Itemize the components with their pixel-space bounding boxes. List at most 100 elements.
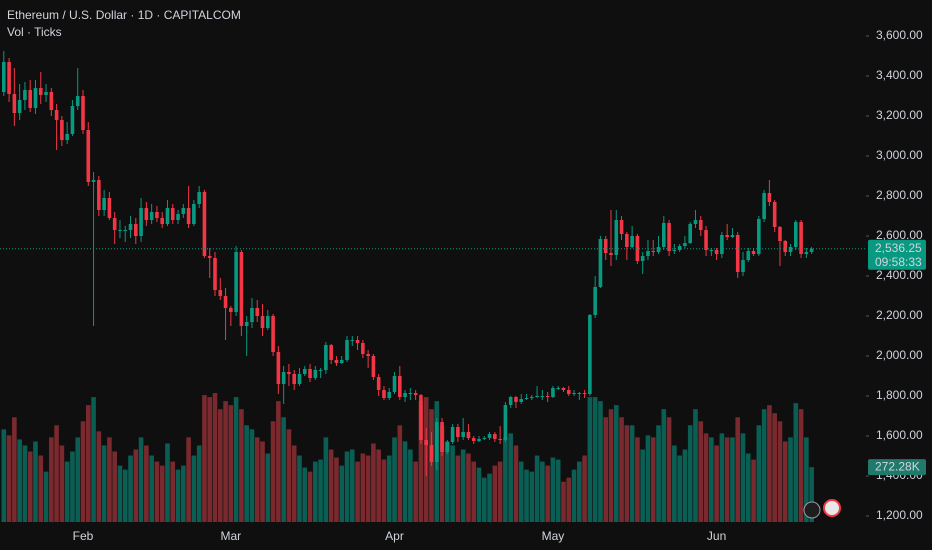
volume-bar xyxy=(149,455,154,522)
candle-body xyxy=(28,90,32,108)
y-tick-label: 1,600.00 xyxy=(876,428,923,442)
chart-title: Ethereum / U.S. Dollar · 1D · CAPITALCOM xyxy=(7,8,241,22)
candle-body xyxy=(302,369,307,374)
candle-body xyxy=(239,252,244,326)
volume-bar xyxy=(513,445,519,522)
last-volume-label: 272.28K xyxy=(875,459,920,473)
y-tick-label: 3,200.00 xyxy=(876,108,923,122)
volume-bar xyxy=(767,405,772,522)
volume-bar xyxy=(566,477,572,522)
candle-body xyxy=(545,396,550,397)
icon-circle xyxy=(803,501,821,519)
candle-body xyxy=(165,208,170,224)
candle-body xyxy=(266,316,270,328)
volume-bar xyxy=(629,425,635,522)
candle-body xyxy=(334,360,339,363)
candle-body xyxy=(170,208,175,220)
volume-bar xyxy=(276,401,281,522)
flag-icon[interactable] xyxy=(823,499,841,517)
volume-bar xyxy=(191,455,197,522)
volume-bar xyxy=(397,425,403,522)
volume-bar xyxy=(170,461,176,522)
volume-bar xyxy=(6,435,12,522)
candle-body xyxy=(566,390,571,394)
volume-bar xyxy=(650,437,656,522)
volume-bar xyxy=(122,469,128,522)
volume-bar xyxy=(207,397,213,522)
volume-bar xyxy=(418,401,424,522)
volume-bar xyxy=(540,461,545,522)
volume-bar xyxy=(735,417,741,522)
volume-bar xyxy=(466,453,471,522)
y-tick-label: 2,800.00 xyxy=(876,188,923,202)
candle-body xyxy=(260,316,265,328)
candle-body xyxy=(535,396,539,397)
candle-body xyxy=(355,340,360,343)
volume-bar xyxy=(91,397,96,522)
volume-bar xyxy=(323,437,329,522)
volume-bar xyxy=(592,397,598,522)
candle-body xyxy=(498,439,502,440)
volume-bar xyxy=(365,455,371,522)
volume-bar xyxy=(217,409,223,522)
candle-body xyxy=(667,223,671,251)
y-tick-label: 2,600.00 xyxy=(876,228,923,242)
candle-body xyxy=(730,235,735,237)
volume-bar xyxy=(413,461,418,522)
candle-body xyxy=(81,96,85,130)
candle-body xyxy=(635,236,640,261)
y-tick-label: 1,800.00 xyxy=(876,388,923,402)
volume-bar xyxy=(809,467,814,522)
candle-body xyxy=(38,88,43,95)
volume-bar xyxy=(54,425,59,522)
volume-bar xyxy=(724,437,730,522)
candle-body xyxy=(429,445,434,462)
volume-bar xyxy=(793,403,799,522)
volume-bar xyxy=(107,437,112,522)
candle-body xyxy=(17,100,22,113)
volume-bar xyxy=(777,421,783,522)
candle-body xyxy=(577,393,582,394)
candle-body xyxy=(477,439,481,441)
volume-bar xyxy=(613,405,619,522)
candle-body xyxy=(471,438,476,441)
volume-bar xyxy=(17,439,22,522)
candle-body xyxy=(551,388,555,397)
candle-body xyxy=(118,230,122,231)
candle-body xyxy=(345,340,349,360)
candle-body xyxy=(593,287,597,315)
last-price-label: 2,536.25 xyxy=(875,241,922,255)
candle-body xyxy=(630,236,634,247)
candle-body xyxy=(561,388,566,390)
candle-body xyxy=(297,374,302,384)
candle-body xyxy=(440,422,444,452)
volume-bar xyxy=(492,465,498,522)
candle-body xyxy=(382,390,386,398)
volume-bar xyxy=(561,481,566,522)
candle-body xyxy=(197,192,201,204)
countdown-label: 09:58:33 xyxy=(875,255,922,269)
candle-body xyxy=(788,247,793,252)
candle-body xyxy=(7,62,11,94)
volume-bar xyxy=(75,437,81,522)
candle-body xyxy=(107,198,112,218)
volume-bar xyxy=(534,455,540,522)
volume-bar xyxy=(328,449,334,522)
replay-icon[interactable] xyxy=(803,501,821,519)
candle-body xyxy=(434,422,439,462)
volume-bar xyxy=(254,437,260,522)
candle-body xyxy=(524,398,529,399)
candle-body xyxy=(598,239,603,287)
candle-body xyxy=(651,251,656,252)
volume-bar xyxy=(22,445,28,522)
candle-body xyxy=(809,248,814,252)
candle-body xyxy=(662,223,666,247)
candle-body xyxy=(704,230,708,250)
candle-body xyxy=(772,202,777,227)
candle-body xyxy=(408,393,413,394)
candle-body xyxy=(23,90,27,100)
candle-body xyxy=(287,372,291,374)
volume-bar xyxy=(175,469,181,522)
candle-body xyxy=(482,438,487,439)
x-tick-label: May xyxy=(542,529,565,543)
